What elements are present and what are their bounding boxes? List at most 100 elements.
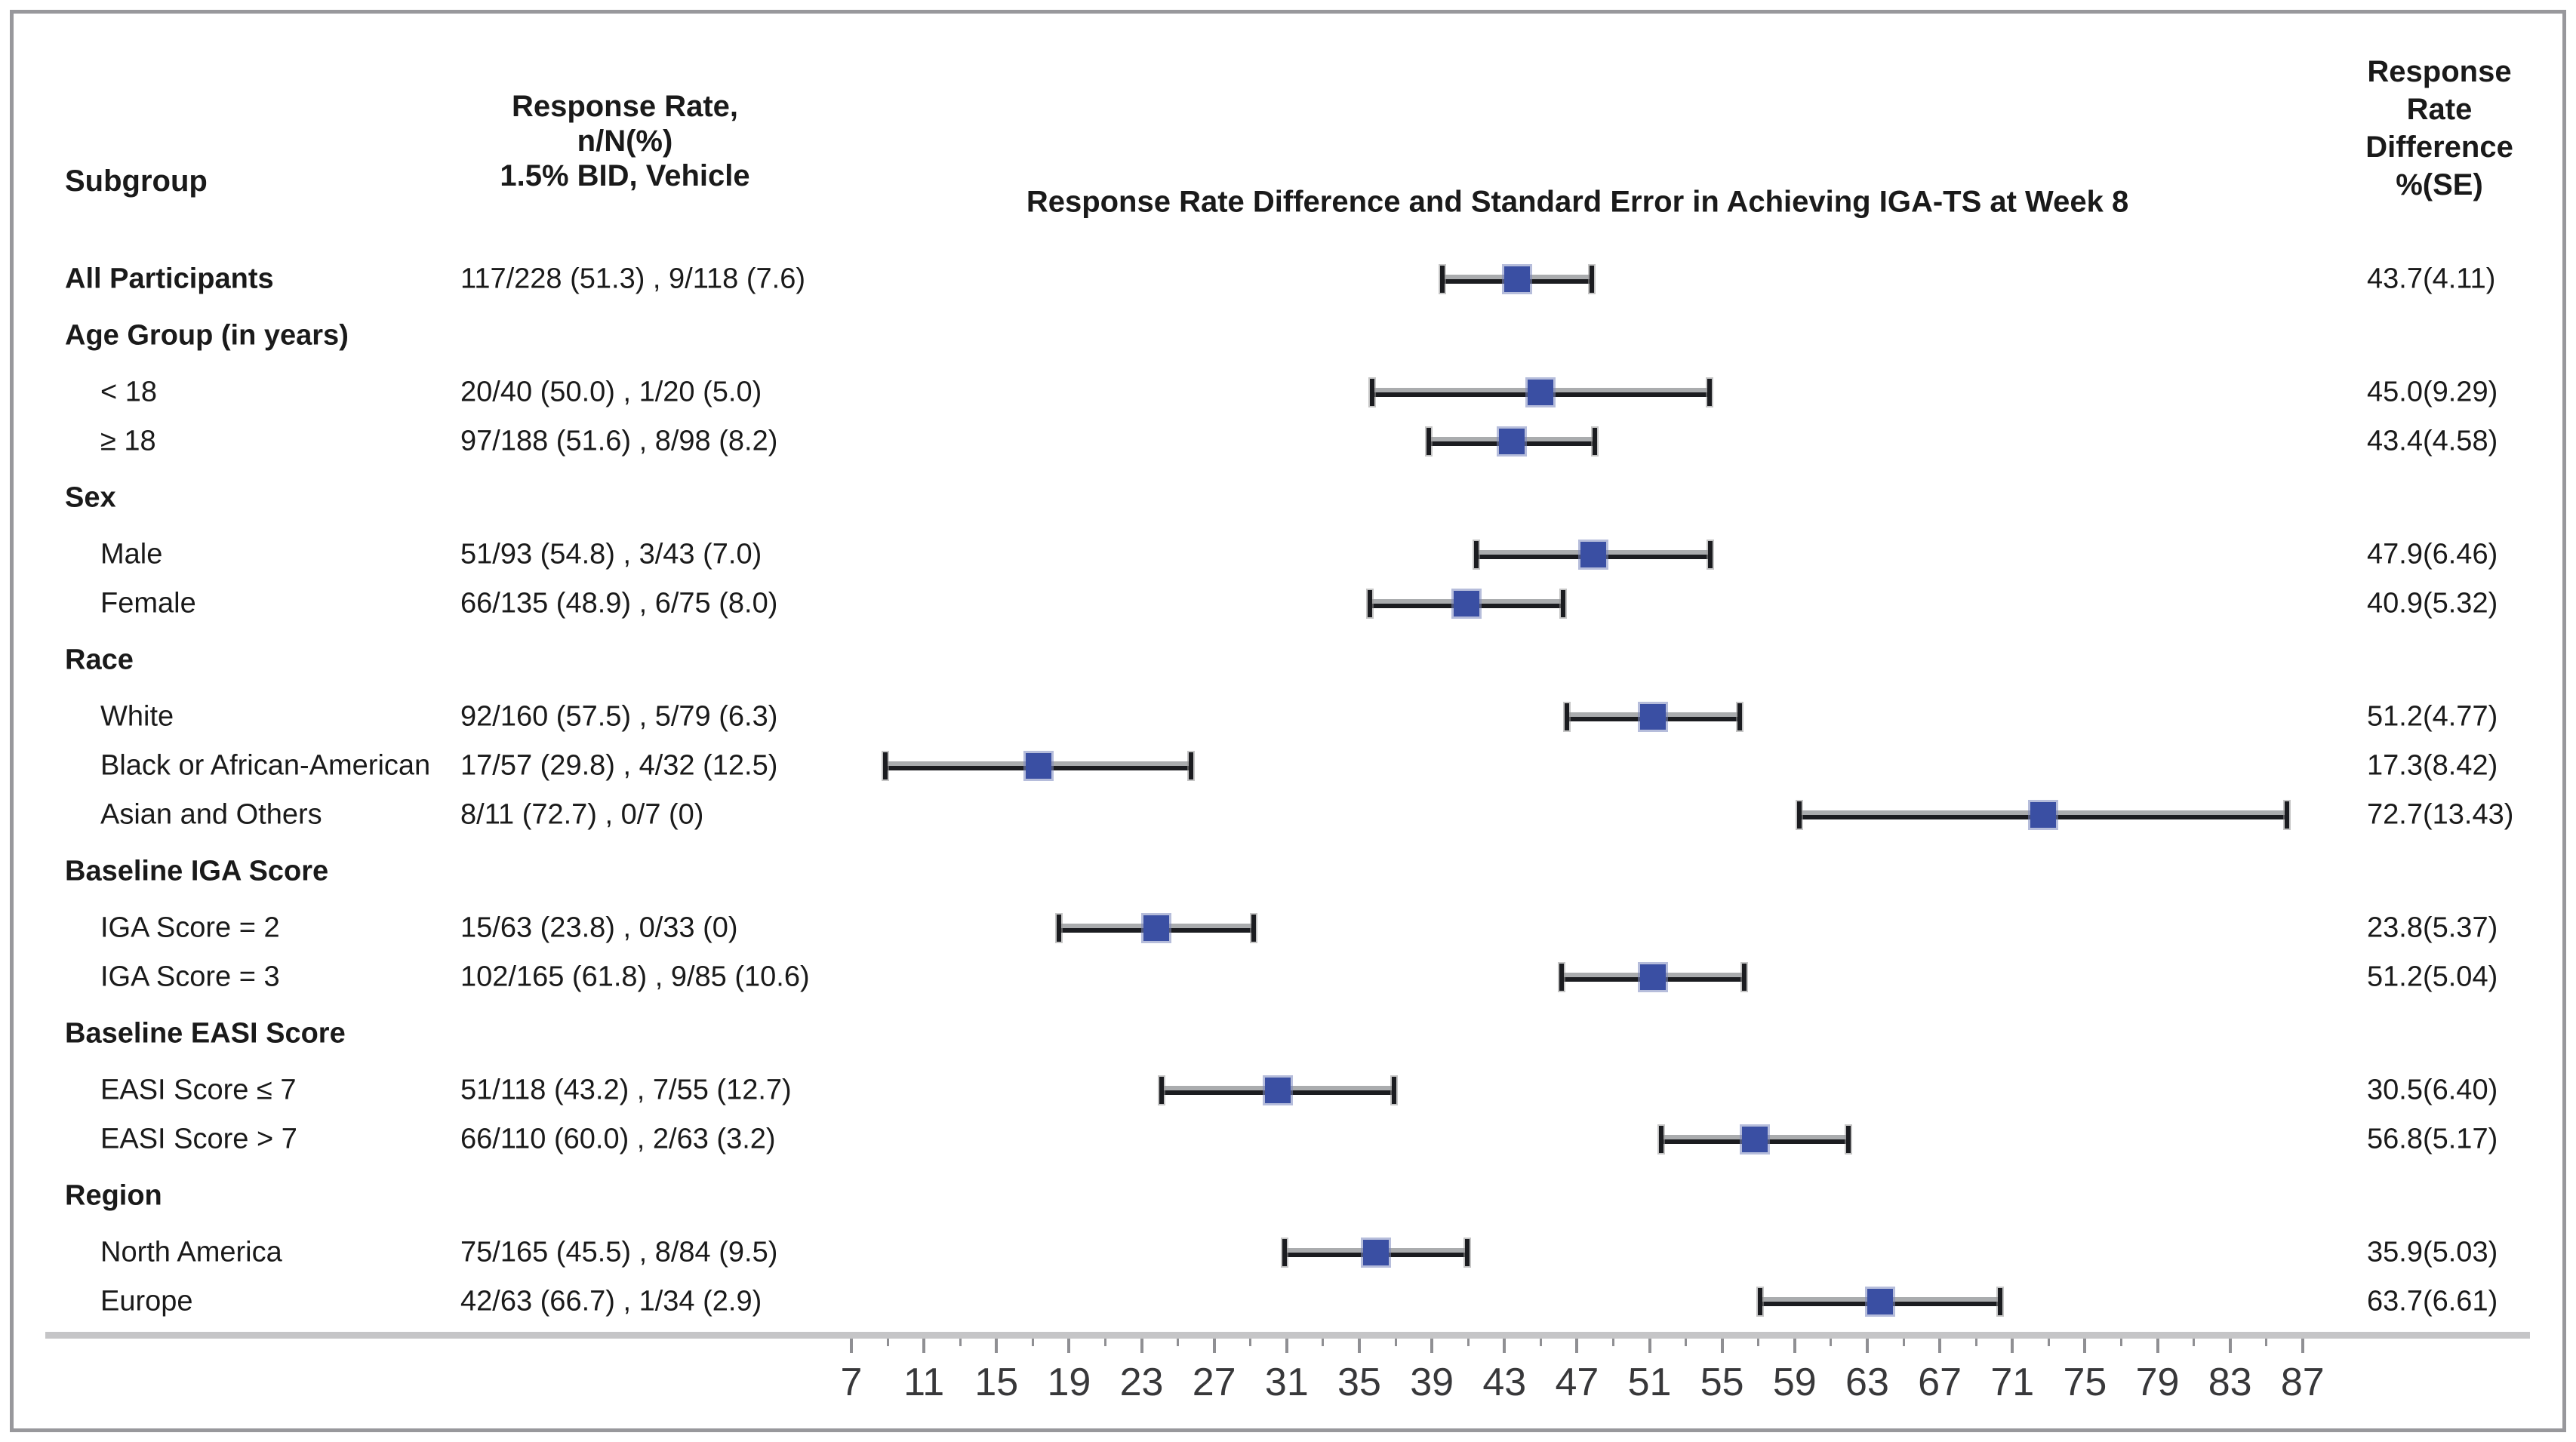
point-estimate-marker: [1640, 704, 1667, 730]
x-axis-major-tick: [1067, 1339, 1071, 1353]
error-bar-right-cap: [1589, 266, 1594, 293]
point-estimate-marker: [1504, 266, 1531, 292]
subgroup-label: Black or African-American: [100, 749, 431, 782]
x-axis-minor-tick: [1103, 1339, 1106, 1346]
error-bar-left-cap: [1564, 703, 1569, 730]
x-axis-minor-tick: [1830, 1339, 1833, 1346]
response-rate-value: 66/110 (60.0) , 2/63 (3.2): [460, 1123, 776, 1155]
diff-column-header: Response Rate Difference %(SE): [2365, 53, 2513, 204]
x-axis-tick-label: 35: [1337, 1361, 1381, 1404]
subgroup-label: < 18: [100, 376, 158, 408]
x-axis-line: [45, 1332, 2530, 1339]
diff-value: 17.3(8.42): [2367, 749, 2498, 782]
x-axis-minor-tick: [1539, 1339, 1542, 1346]
subgroup-label: ≥ 18: [100, 425, 156, 457]
diff-value: 72.7(13.43): [2367, 798, 2514, 831]
response-rate-value: 51/118 (43.2) , 7/55 (12.7): [460, 1074, 792, 1106]
x-axis-tick-label: 87: [2280, 1361, 2325, 1404]
response-rate-value: 66/135 (48.9) , 6/75 (8.0): [460, 587, 778, 620]
x-axis-minor-tick: [1177, 1339, 1180, 1346]
diff-value: 43.4(4.58): [2367, 425, 2498, 457]
x-axis-major-tick: [1648, 1339, 1651, 1353]
x-axis-minor-tick: [1249, 1339, 1252, 1346]
response-rate-column-header: Response Rate, n/N(%) 1.5% BID, Vehicle: [500, 89, 749, 193]
error-bar-right-cap: [1997, 1288, 2002, 1315]
x-axis-tick-label: 23: [1119, 1361, 1164, 1404]
x-axis-minor-tick: [1322, 1339, 1325, 1346]
figure-border: [10, 10, 2566, 1432]
x-axis-tick-label: 67: [1918, 1361, 1962, 1404]
subgroup-label: EASI Score > 7: [100, 1123, 297, 1155]
x-axis-major-tick: [2083, 1339, 2087, 1353]
error-bar-right-cap: [1464, 1239, 1470, 1266]
subgroup-group-header: Sex: [65, 481, 116, 514]
diff-value: 51.2(4.77): [2367, 700, 2498, 733]
x-axis-major-tick: [1140, 1339, 1143, 1353]
x-axis-major-tick: [1938, 1339, 1942, 1353]
error-bar-left-cap: [1757, 1288, 1762, 1315]
error-bar-right-cap: [1391, 1077, 1396, 1104]
response-rate-header-line1: Response Rate,: [511, 90, 739, 123]
response-rate-value: 102/165 (61.8) , 9/85 (10.6): [460, 961, 810, 993]
diff-header-line4: %(SE): [2396, 168, 2483, 201]
x-axis-minor-tick: [2047, 1339, 2050, 1346]
x-axis-minor-tick: [1611, 1339, 1614, 1346]
x-axis-tick-label: 63: [1845, 1361, 1889, 1404]
diff-value: 30.5(6.40): [2367, 1074, 2498, 1106]
x-axis-minor-tick: [1031, 1339, 1034, 1346]
x-axis-major-tick: [1503, 1339, 1507, 1353]
error-bar-left-cap: [1559, 964, 1565, 991]
point-estimate-marker: [1453, 591, 1479, 616]
diff-value: 40.9(5.32): [2367, 587, 2498, 620]
x-axis-tick-label: 75: [2063, 1361, 2107, 1404]
subgroup-label: IGA Score = 2: [100, 912, 280, 944]
subgroup-label: Female: [100, 587, 196, 620]
x-axis-tick-label: 39: [1410, 1361, 1454, 1404]
x-axis-major-tick: [2228, 1339, 2232, 1353]
subgroup-label: Asian and Others: [100, 798, 322, 831]
point-estimate-marker: [1741, 1127, 1768, 1152]
response-rate-value: 17/57 (29.8) , 4/32 (12.5): [460, 749, 778, 782]
diff-value: 63.7(6.61): [2367, 1285, 2498, 1317]
x-axis-minor-tick: [1974, 1339, 1977, 1346]
x-axis-major-tick: [1285, 1339, 1288, 1353]
error-bar-right-cap: [1708, 541, 1713, 568]
error-bar-left-cap: [1473, 541, 1479, 568]
subgroup-label: IGA Score = 3: [100, 961, 280, 993]
x-axis-major-tick: [1793, 1339, 1796, 1353]
diff-value: 23.8(5.37): [2367, 912, 2498, 944]
response-rate-value: 51/93 (54.8) , 3/43 (7.0): [460, 538, 762, 570]
subgroup-group-header: Age Group (in years): [65, 319, 349, 352]
x-axis-tick-label: 59: [1772, 1361, 1817, 1404]
x-axis-tick-label: 71: [1990, 1361, 2035, 1404]
response-rate-value: 15/63 (23.8) , 0/33 (0): [460, 912, 738, 944]
x-axis-minor-tick: [886, 1339, 889, 1346]
error-bar-right-cap: [1592, 428, 1597, 455]
response-rate-value: 92/160 (57.5) , 5/79 (6.3): [460, 700, 778, 733]
x-axis-tick-label: 43: [1482, 1361, 1527, 1404]
x-axis-major-tick: [1865, 1339, 1869, 1353]
diff-value: 56.8(5.17): [2367, 1123, 2498, 1155]
point-estimate-marker: [1025, 753, 1051, 779]
x-axis-tick-label: 47: [1555, 1361, 1599, 1404]
error-bar-right-cap: [1560, 590, 1565, 617]
point-estimate-marker: [1264, 1078, 1291, 1103]
subgroup-label: Male: [100, 538, 163, 570]
response-rate-header-line3: 1.5% BID, Vehicle: [500, 159, 750, 192]
error-bar-left-cap: [883, 752, 888, 779]
plot-title: Response Rate Difference and Standard Er…: [1026, 185, 2129, 219]
error-bar-right-cap: [1251, 915, 1256, 942]
subgroup-group-header: Race: [65, 644, 134, 676]
error-bar-left-cap: [1282, 1239, 1287, 1266]
error-bar-right-cap: [2284, 801, 2289, 829]
error-bar-right-cap: [1742, 964, 1747, 991]
x-axis-minor-tick: [1467, 1339, 1470, 1346]
point-estimate-marker: [1143, 915, 1169, 941]
error-bar-left-cap: [1440, 266, 1445, 293]
error-bar-left-cap: [1159, 1077, 1164, 1104]
diff-header-line3: Difference: [2365, 131, 2513, 164]
x-axis-tick-label: 15: [974, 1361, 1019, 1404]
